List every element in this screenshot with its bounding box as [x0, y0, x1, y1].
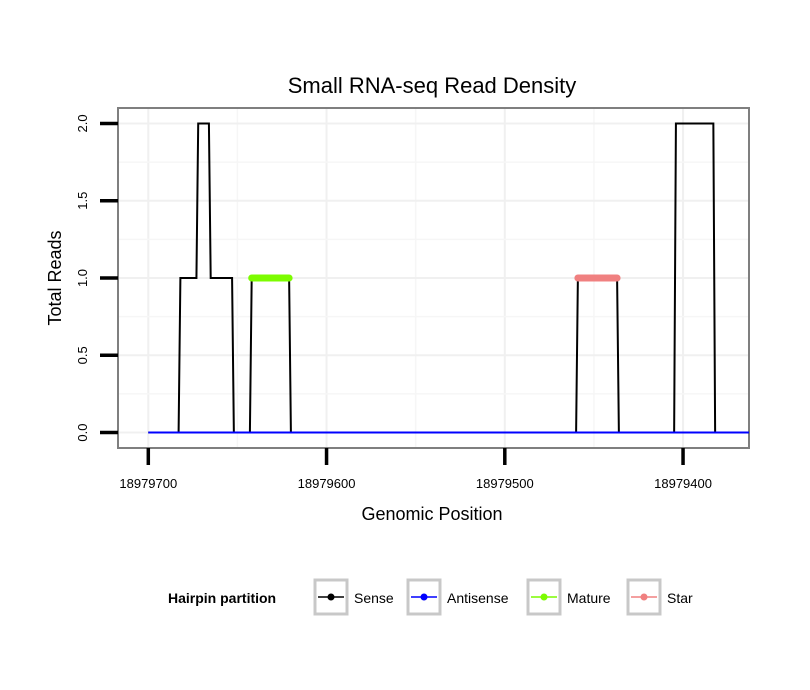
legend-label-star: Star [667, 590, 693, 606]
y-axis-label: Total Reads [45, 230, 65, 325]
legend-label-mature: Mature [567, 590, 611, 606]
legend-key-point [640, 593, 648, 601]
y-tick-label: 1.0 [75, 269, 90, 287]
legend-key-point [420, 593, 428, 601]
legend-key-point [327, 593, 335, 601]
x-axis-ticks: 18979700 18979600 18979500 18979400 [119, 448, 712, 491]
legend-label-sense: Sense [354, 590, 394, 606]
x-tick-label: 18979500 [476, 476, 534, 491]
y-axis-ticks: 0.0 0.5 1.0 1.5 2.0 [75, 114, 118, 442]
y-tick-label: 1.5 [75, 192, 90, 210]
legend: Hairpin partition Sense Antisense Mature St… [168, 578, 693, 616]
y-tick-label: 2.0 [75, 114, 90, 132]
legend-label-antisense: Antisense [447, 590, 509, 606]
x-axis-label: Genomic Position [361, 504, 502, 524]
legend-title: Hairpin partition [168, 590, 276, 606]
series-layer [148, 122, 749, 434]
chart-title: Small RNA-seq Read Density [288, 73, 577, 98]
x-tick-label: 18979400 [654, 476, 712, 491]
x-tick-label: 18979600 [298, 476, 356, 491]
y-tick-label: 0.0 [75, 424, 90, 442]
y-tick-label: 0.5 [75, 346, 90, 364]
x-tick-label: 18979700 [119, 476, 177, 491]
legend-key-point [540, 593, 548, 601]
